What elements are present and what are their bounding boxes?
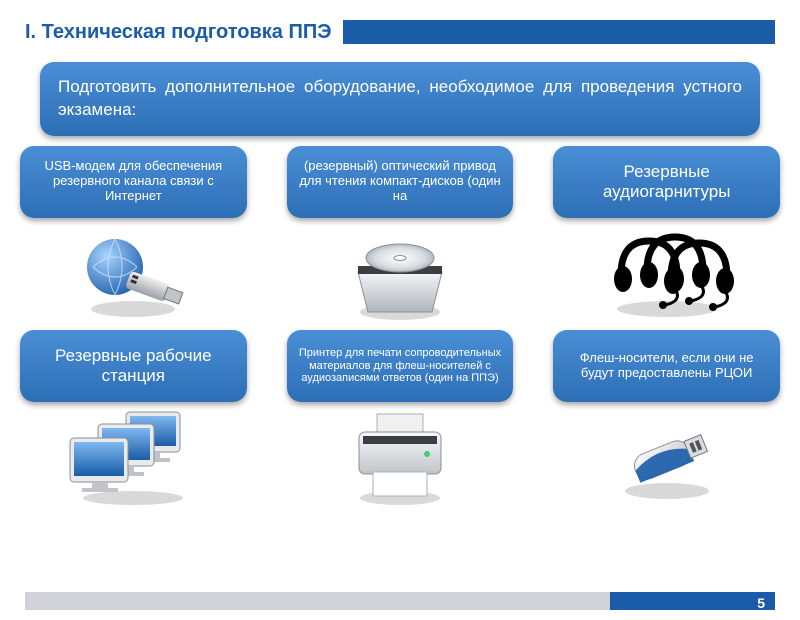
- page-title: I. Техническая подготовка ППЭ: [25, 21, 343, 44]
- optical-drive-icon: [287, 224, 514, 324]
- printer-icon: [287, 408, 514, 508]
- title-bar: I. Техническая подготовка ППЭ: [25, 20, 775, 44]
- flash-drive-icon: [553, 408, 780, 508]
- pill-flash: Флеш-носители, если они не будут предост…: [553, 330, 780, 402]
- headsets-icon: [553, 224, 780, 324]
- pill-workstations: Резервные рабочие станция: [20, 330, 247, 402]
- footer-bar: [25, 592, 775, 610]
- title-accent-bar: [343, 20, 775, 44]
- pill-optical-drive: (резервный) оптический привод для чтения…: [287, 146, 514, 218]
- intro-text: Подготовить дополнительное оборудование,…: [40, 62, 760, 136]
- pill-printer: Принтер для печати сопроводительных мате…: [287, 330, 514, 402]
- workstations-icon: [20, 408, 247, 508]
- pill-usb-modem: USB-модем для обеспечения резервного кан…: [20, 146, 247, 218]
- usb-globe-icon: [20, 224, 247, 324]
- equipment-grid: USB-модем для обеспечения резервного кан…: [20, 146, 780, 508]
- pill-headsets: Резервные аудиогарнитуры: [553, 146, 780, 218]
- page-number: 5: [757, 595, 765, 611]
